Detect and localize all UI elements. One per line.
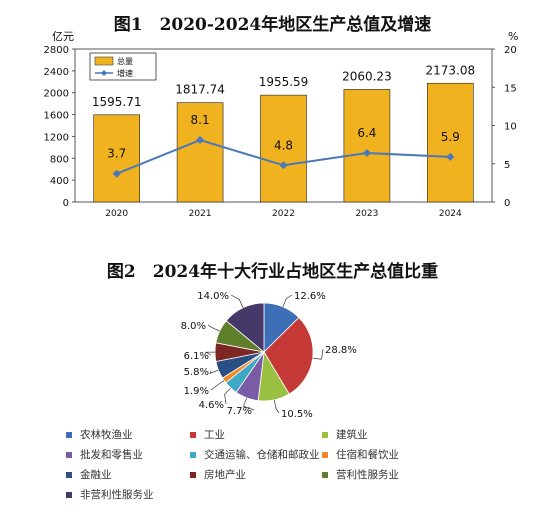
pie-leader-line bbox=[210, 380, 225, 391]
growth-marker bbox=[196, 136, 205, 145]
legend-swatch bbox=[322, 451, 328, 458]
legend-label: 金融业 bbox=[80, 469, 112, 481]
bar-value-label: 1595.71 bbox=[92, 95, 142, 109]
pie-leader-line bbox=[204, 351, 216, 356]
y-axis-label: 亿元 bbox=[52, 30, 74, 43]
legend-swatch bbox=[66, 431, 72, 438]
y-tick-label: 1200 bbox=[44, 132, 69, 143]
growth-value-label: 5.9 bbox=[441, 130, 460, 144]
y-tick-label: 1600 bbox=[44, 111, 69, 122]
legend-swatch bbox=[190, 431, 196, 438]
legend-item: 房地产业 bbox=[190, 467, 246, 482]
legend-swatch bbox=[322, 431, 328, 438]
legend-line-label: 增速 bbox=[117, 68, 133, 78]
pie-value-label: 4.6% bbox=[199, 400, 224, 411]
growth-value-label: 4.8 bbox=[274, 138, 293, 152]
legend-swatch bbox=[66, 491, 72, 498]
legend-item: 农林牧渔业 bbox=[66, 427, 133, 442]
bar-2024 bbox=[426, 82, 474, 203]
legend-label: 交通运输、仓储和邮政业 bbox=[204, 449, 320, 461]
pie-value-label: 5.8% bbox=[184, 367, 209, 378]
bar-2023 bbox=[343, 89, 391, 203]
bar-value-label: 1817.74 bbox=[175, 83, 225, 97]
legend-item: 交通运输、仓储和邮政业 bbox=[190, 447, 320, 462]
bar-value-label: 2060.23 bbox=[342, 69, 392, 83]
x-tick-label: 2022 bbox=[272, 209, 295, 219]
pie-value-label: 8.0% bbox=[181, 321, 206, 332]
pie-leader-line bbox=[282, 294, 293, 307]
pie-leader-line bbox=[243, 397, 255, 411]
pie-value-label: 12.6% bbox=[294, 291, 326, 302]
growth-value-label: 6.4 bbox=[357, 126, 376, 140]
legend-label: 房地产业 bbox=[204, 469, 246, 481]
x-tick-label: 2020 bbox=[105, 209, 128, 219]
legend-swatch bbox=[190, 451, 196, 458]
pie-value-label: 10.5% bbox=[281, 409, 313, 420]
y2-tick-label: 0 bbox=[504, 198, 510, 209]
legend-swatch bbox=[66, 471, 72, 478]
growth-marker bbox=[362, 149, 371, 158]
y-tick-label: 800 bbox=[50, 154, 69, 165]
pie-leader-line bbox=[230, 294, 244, 308]
y2-axis-label: % bbox=[508, 30, 518, 43]
legend-line-marker bbox=[101, 70, 107, 76]
y2-tick-label: 5 bbox=[504, 160, 510, 171]
legend-label: 农林牧渔业 bbox=[80, 429, 133, 441]
growth-marker bbox=[279, 161, 288, 170]
legend-swatch bbox=[66, 451, 72, 458]
bar-value-label: 2173.08 bbox=[425, 63, 475, 77]
bar-value-label: 1955.59 bbox=[259, 75, 309, 89]
pie-value-label: 7.7% bbox=[227, 406, 252, 417]
y-tick-label: 400 bbox=[50, 176, 69, 187]
legend-bar-swatch bbox=[94, 56, 114, 66]
y-tick-label: 2000 bbox=[44, 89, 69, 100]
legend-item: 批发和零售业 bbox=[66, 447, 143, 462]
x-tick-label: 2023 bbox=[355, 209, 378, 219]
y-tick-label: 0 bbox=[63, 198, 69, 209]
x-tick-label: 2024 bbox=[439, 209, 462, 219]
legend-label: 批发和零售业 bbox=[80, 449, 143, 461]
pie-leader-line bbox=[273, 399, 280, 414]
legend-item: 营利性服务业 bbox=[322, 467, 399, 482]
pie-value-label: 14.0% bbox=[197, 291, 229, 302]
legend-item: 住宿和餐饮业 bbox=[322, 447, 399, 462]
y2-tick-label: 20 bbox=[504, 45, 517, 56]
pie-value-label: 28.8% bbox=[325, 345, 357, 356]
pie-leader-line bbox=[224, 387, 231, 405]
chart2-title: 图2 2024年十大行业占地区生产总值比重 bbox=[106, 262, 439, 282]
pie-value-label: 1.9% bbox=[184, 386, 209, 397]
growth-value-label: 8.1 bbox=[191, 113, 210, 127]
pie-leader-line bbox=[207, 324, 220, 332]
y-tick-label: 2800 bbox=[44, 45, 69, 56]
growth-value-label: 3.7 bbox=[107, 147, 126, 161]
growth-marker bbox=[112, 169, 121, 178]
legend-label: 营利性服务业 bbox=[336, 469, 399, 481]
legend-item: 工业 bbox=[190, 427, 225, 442]
legend-swatch bbox=[322, 471, 328, 478]
pie-leader-line bbox=[209, 369, 219, 374]
legend-label: 非营利性服务业 bbox=[80, 489, 154, 501]
legend-item: 建筑业 bbox=[322, 427, 368, 442]
growth-marker bbox=[446, 152, 455, 161]
legend-item: 金融业 bbox=[66, 467, 112, 482]
y2-tick-label: 15 bbox=[504, 83, 517, 94]
pie-leader-line bbox=[312, 348, 324, 360]
chart1-title: 图1 2020-2024年地区生产总值及增速 bbox=[113, 15, 432, 35]
legend-item: 非营利性服务业 bbox=[66, 487, 154, 502]
pie-value-label: 6.1% bbox=[184, 351, 209, 362]
legend-label: 工业 bbox=[204, 429, 225, 441]
legend-swatch bbox=[190, 471, 196, 478]
x-tick-label: 2021 bbox=[189, 209, 212, 219]
bar-2020 bbox=[93, 114, 140, 203]
bar-2021 bbox=[176, 102, 224, 203]
legend-label: 住宿和餐饮业 bbox=[336, 449, 399, 461]
legend-label: 建筑业 bbox=[336, 429, 368, 441]
chart1-plot: 0 400 800 1200 1600 2000 2400 2800 0 5 10 15 20 亿元 % 15… bbox=[44, 30, 519, 219]
y2-tick-label: 10 bbox=[504, 122, 517, 133]
y-tick-label: 2400 bbox=[44, 67, 69, 78]
legend-bar-label: 总量 bbox=[117, 56, 133, 66]
bar-2022 bbox=[260, 94, 307, 203]
